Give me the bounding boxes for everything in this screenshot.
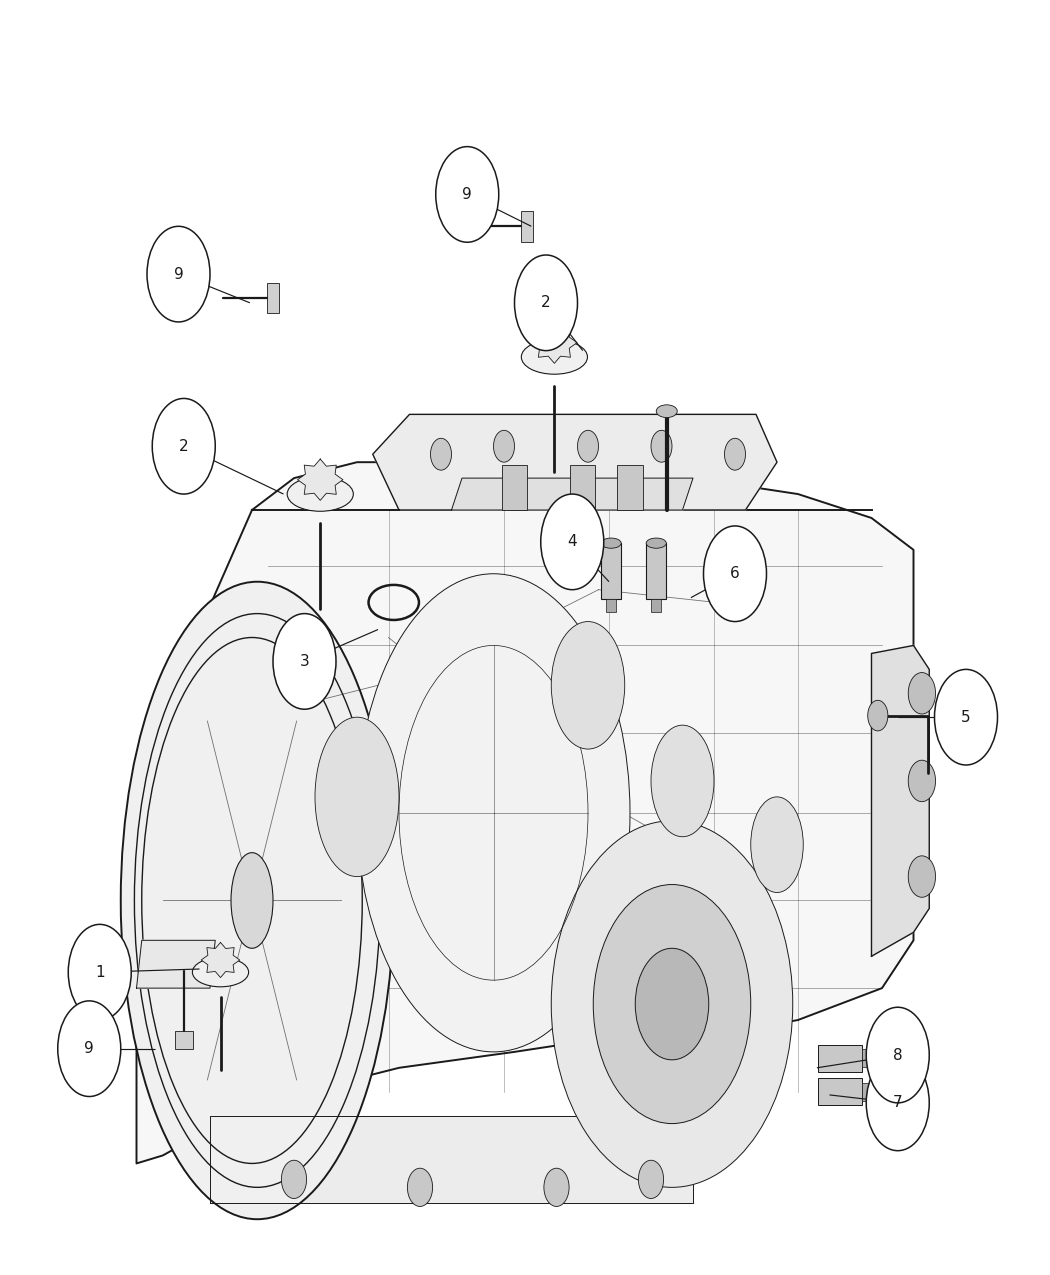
Ellipse shape	[192, 958, 249, 987]
Polygon shape	[267, 283, 279, 314]
Circle shape	[147, 227, 210, 323]
Circle shape	[908, 760, 936, 802]
Text: 9: 9	[173, 266, 184, 282]
Circle shape	[867, 700, 888, 731]
Text: 3: 3	[299, 654, 310, 669]
Ellipse shape	[646, 538, 667, 548]
Text: 2: 2	[541, 296, 551, 310]
Ellipse shape	[231, 853, 273, 949]
Bar	[617, 465, 643, 510]
Polygon shape	[521, 212, 533, 242]
Text: 9: 9	[84, 1042, 94, 1056]
Circle shape	[578, 431, 598, 463]
Bar	[862, 1082, 874, 1100]
Ellipse shape	[593, 885, 751, 1123]
Text: 6: 6	[730, 566, 740, 581]
Polygon shape	[872, 645, 929, 956]
Circle shape	[544, 1168, 569, 1206]
Polygon shape	[202, 942, 239, 978]
Circle shape	[273, 613, 336, 709]
Polygon shape	[210, 1116, 693, 1204]
Bar	[601, 543, 622, 599]
Circle shape	[58, 1001, 121, 1096]
Ellipse shape	[635, 949, 709, 1060]
Text: 2: 2	[178, 439, 189, 454]
Ellipse shape	[651, 725, 714, 836]
Circle shape	[908, 672, 936, 714]
Circle shape	[152, 398, 215, 495]
Bar	[606, 599, 616, 612]
Bar	[818, 1079, 862, 1105]
Polygon shape	[452, 478, 693, 510]
Bar	[502, 465, 527, 510]
Circle shape	[651, 431, 672, 463]
Ellipse shape	[551, 821, 793, 1187]
Text: 1: 1	[94, 965, 105, 979]
Bar	[651, 599, 662, 612]
Ellipse shape	[315, 717, 399, 877]
Circle shape	[908, 856, 936, 898]
Circle shape	[407, 1168, 433, 1206]
Text: 9: 9	[462, 187, 472, 201]
Ellipse shape	[121, 581, 394, 1219]
Text: 8: 8	[892, 1048, 903, 1062]
Bar	[570, 465, 595, 510]
Polygon shape	[174, 1031, 193, 1048]
Bar	[818, 1046, 862, 1071]
Circle shape	[866, 1007, 929, 1103]
Circle shape	[514, 255, 578, 351]
Polygon shape	[373, 414, 777, 510]
Ellipse shape	[521, 340, 588, 375]
Ellipse shape	[656, 405, 677, 418]
Text: 7: 7	[892, 1095, 903, 1111]
Ellipse shape	[751, 797, 803, 892]
Circle shape	[494, 431, 514, 463]
Polygon shape	[531, 323, 578, 363]
Text: 5: 5	[961, 710, 971, 724]
Circle shape	[436, 147, 499, 242]
Bar	[646, 543, 667, 599]
Circle shape	[638, 1160, 664, 1198]
Circle shape	[934, 669, 997, 765]
Circle shape	[866, 1056, 929, 1151]
Polygon shape	[297, 459, 343, 500]
Circle shape	[724, 439, 746, 470]
Circle shape	[68, 924, 131, 1020]
Text: 4: 4	[567, 534, 578, 550]
Bar	[862, 1049, 874, 1067]
Circle shape	[430, 439, 452, 470]
Circle shape	[541, 495, 604, 589]
Circle shape	[704, 525, 766, 622]
Ellipse shape	[288, 477, 353, 511]
Ellipse shape	[142, 638, 362, 1163]
Polygon shape	[136, 463, 914, 1163]
Polygon shape	[136, 941, 215, 988]
Ellipse shape	[551, 621, 625, 748]
Circle shape	[281, 1160, 307, 1198]
Ellipse shape	[357, 574, 630, 1052]
Ellipse shape	[601, 538, 622, 548]
